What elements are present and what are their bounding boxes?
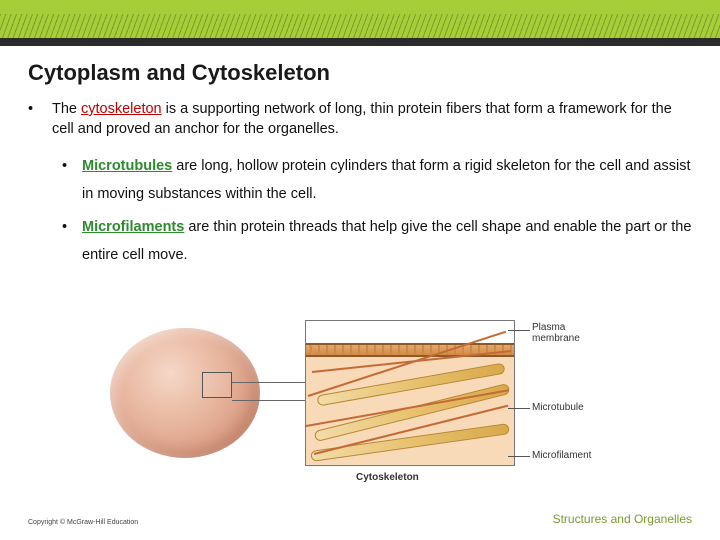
zoom-connector <box>232 400 305 401</box>
brand-top-band <box>0 0 720 38</box>
cytoskeleton-figure: Plasma membrane Microtubule Microfilamen… <box>110 320 610 490</box>
sub-bullet-list: • Microtubules are long, hollow protein … <box>62 153 692 269</box>
bullet-marker: • <box>62 153 82 208</box>
label-plasma-membrane: Plasma membrane <box>532 322 580 344</box>
copyright-text: Copyright © McGraw-Hill Education <box>28 519 138 526</box>
slide-title: Cytoplasm and Cytoskeleton <box>28 60 692 86</box>
brand-dark-strip <box>0 38 720 46</box>
label-leader-line <box>508 456 530 457</box>
sub-bullet-text: Microfilaments are thin protein threads … <box>82 214 692 269</box>
zoom-connector <box>232 382 305 383</box>
term-microtubules: Microtubules <box>82 158 172 174</box>
zoom-box <box>202 372 232 398</box>
main-prefix: The <box>52 101 81 117</box>
label-microfilament: Microfilament <box>532 450 591 461</box>
sub-bullet-microtubules: • Microtubules are long, hollow protein … <box>62 153 692 208</box>
sub-bullet-microfilaments: • Microfilaments are thin protein thread… <box>62 214 692 269</box>
brand-hatch-pattern <box>0 14 720 38</box>
main-bullet-text: The cytoskeleton is a supporting network… <box>52 100 692 139</box>
label-leader-line <box>508 330 530 331</box>
label-microtubule: Microtubule <box>532 402 584 413</box>
sub-rest-0: are long, hollow protein cylinders that … <box>82 158 690 202</box>
figure-caption: Cytoskeleton <box>356 472 419 483</box>
sub-bullet-text: Microtubules are long, hollow protein cy… <box>82 153 692 208</box>
term-microfilaments: Microfilaments <box>82 219 184 235</box>
slide-content: Cytoplasm and Cytoskeleton • The cytoske… <box>28 60 692 275</box>
bullet-marker: • <box>28 100 52 139</box>
cell-illustration <box>110 328 260 458</box>
detail-panel <box>305 320 515 466</box>
term-cytoskeleton: cytoskeleton <box>81 101 162 117</box>
label-leader-line <box>508 408 530 409</box>
bullet-marker: • <box>62 214 82 269</box>
main-bullet: • The cytoskeleton is a supporting netwo… <box>28 100 692 139</box>
section-label: Structures and Organelles <box>553 512 692 526</box>
